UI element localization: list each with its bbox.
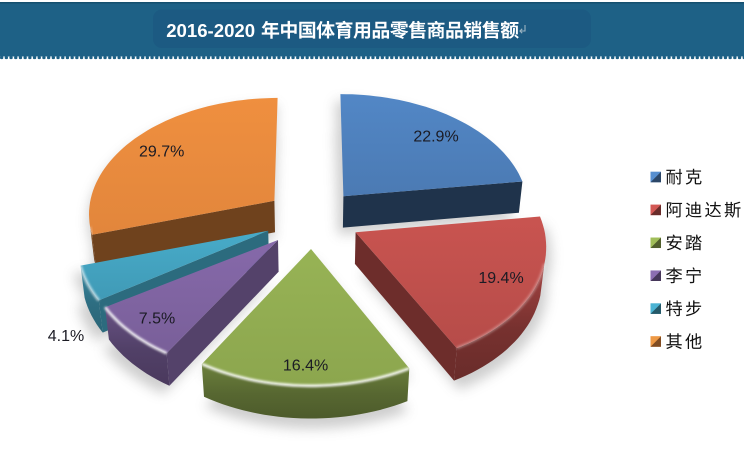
svg-text:7.5%: 7.5% — [139, 310, 175, 327]
svg-text:29.7%: 29.7% — [139, 143, 184, 160]
svg-text:16.4%: 16.4% — [283, 357, 328, 374]
svg-text:19.4%: 19.4% — [478, 270, 523, 287]
svg-text:22.9%: 22.9% — [413, 128, 458, 145]
svg-text:4.1%: 4.1% — [48, 328, 84, 345]
svg-text:2016-2020: 2016-2020 — [166, 20, 255, 41]
